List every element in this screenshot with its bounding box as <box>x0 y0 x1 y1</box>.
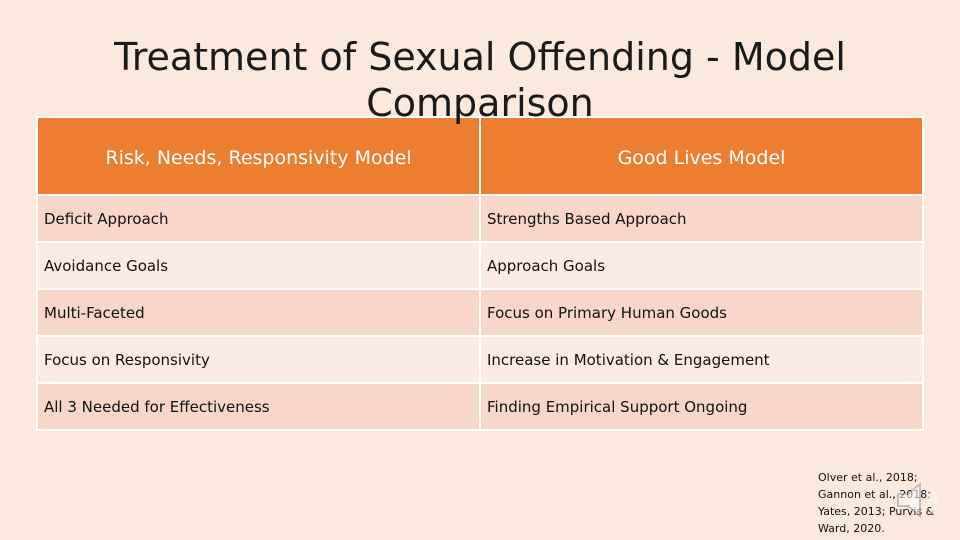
table-row: Avoidance Goals Approach Goals <box>36 241 924 290</box>
good-lives-cell: Increase in Motivation & Engagement <box>479 335 924 384</box>
citation-line: Ward, 2020. <box>818 522 885 535</box>
header-good-lives-label: Good Lives Model <box>617 147 786 169</box>
header-rnr-label: Risk, Needs, Responsivity Model <box>105 147 412 169</box>
comparison-table: Risk, Needs, Responsivity Model Good Liv… <box>36 116 924 431</box>
table-row: All 3 Needed for Effectiveness Finding E… <box>36 382 924 431</box>
rnr-cell: Focus on Responsivity <box>36 335 481 384</box>
good-lives-cell: Finding Empirical Support Ongoing <box>479 382 924 431</box>
rnr-cell: Multi-Faceted <box>36 288 481 337</box>
rnr-cell: Avoidance Goals <box>36 241 481 290</box>
table-row: Multi-Faceted Focus on Primary Human Goo… <box>36 288 924 337</box>
rnr-cell: All 3 Needed for Effectiveness <box>36 382 481 431</box>
good-lives-cell: Strengths Based Approach <box>479 194 924 243</box>
citation-line: Yates, 2013; Purvis & <box>818 505 935 518</box>
citation-line: Olver et al., 2018; <box>818 471 918 484</box>
speaker-icon[interactable] <box>888 472 948 528</box>
rnr-cell: Deficit Approach <box>36 194 481 243</box>
table-header-row: Risk, Needs, Responsivity Model Good Liv… <box>36 116 924 196</box>
table-row: Deficit Approach Strengths Based Approac… <box>36 194 924 243</box>
good-lives-cell: Approach Goals <box>479 241 924 290</box>
slide-title: Treatment of Sexual Offending - Model Co… <box>114 35 846 125</box>
header-rnr-model: Risk, Needs, Responsivity Model <box>36 116 481 196</box>
header-good-lives-model: Good Lives Model <box>479 116 924 196</box>
table-row: Focus on Responsivity Increase in Motiva… <box>36 335 924 384</box>
good-lives-cell: Focus on Primary Human Goods <box>479 288 924 337</box>
